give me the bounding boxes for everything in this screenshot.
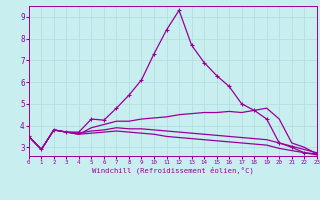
- X-axis label: Windchill (Refroidissement éolien,°C): Windchill (Refroidissement éolien,°C): [92, 167, 254, 174]
